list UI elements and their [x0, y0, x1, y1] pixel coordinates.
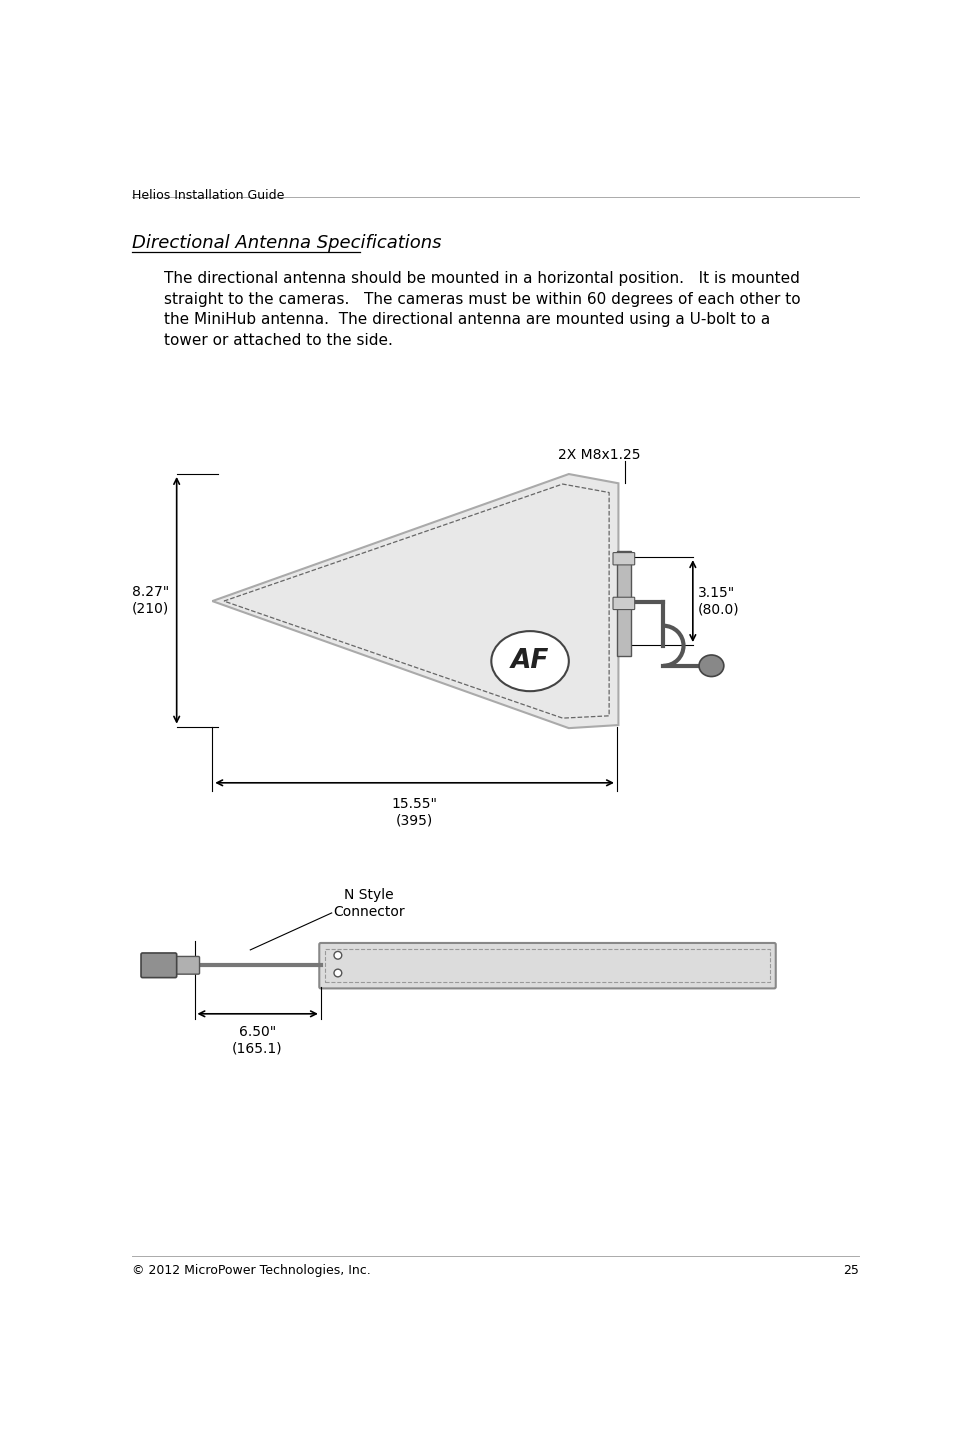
Ellipse shape [699, 654, 724, 676]
FancyBboxPatch shape [613, 597, 634, 610]
Text: Helios Installation Guide: Helios Installation Guide [132, 189, 284, 202]
Text: 15.55"
(395): 15.55" (395) [392, 798, 438, 828]
FancyBboxPatch shape [613, 552, 634, 565]
Text: tower or attached to the side.: tower or attached to the side. [163, 333, 393, 349]
Text: 3.15"
(80.0): 3.15" (80.0) [697, 585, 739, 616]
FancyBboxPatch shape [172, 957, 199, 974]
Text: The directional antenna should be mounted in a horizontal position.   It is moun: The directional antenna should be mounte… [163, 271, 800, 286]
Bar [326, 949, 770, 982]
Text: © 2012 MicroPower Technologies, Inc.: © 2012 MicroPower Technologies, Inc. [132, 1264, 370, 1277]
Text: 6.50"
(165.1): 6.50" (165.1) [232, 1026, 282, 1056]
Ellipse shape [491, 631, 569, 692]
Circle shape [334, 969, 341, 977]
FancyBboxPatch shape [141, 953, 177, 977]
Text: Directional Antenna Specifications: Directional Antenna Specifications [132, 234, 441, 251]
Text: the MiniHub antenna.  The directional antenna are mounted using a U-bolt to a: the MiniHub antenna. The directional ant… [163, 313, 770, 327]
Text: N Style
Connector: N Style Connector [333, 888, 404, 918]
Text: 8.27"
(210): 8.27" (210) [132, 585, 169, 616]
Text: 2X M8x1.25: 2X M8x1.25 [558, 448, 640, 462]
Polygon shape [213, 474, 619, 728]
Circle shape [334, 951, 341, 959]
Text: straight to the cameras.   The cameras must be within 60 degrees of each other t: straight to the cameras. The cameras mus… [163, 291, 800, 307]
Text: 25: 25 [843, 1264, 860, 1277]
Text: AF: AF [511, 649, 549, 674]
Bar [617, 551, 630, 656]
FancyBboxPatch shape [319, 943, 776, 989]
